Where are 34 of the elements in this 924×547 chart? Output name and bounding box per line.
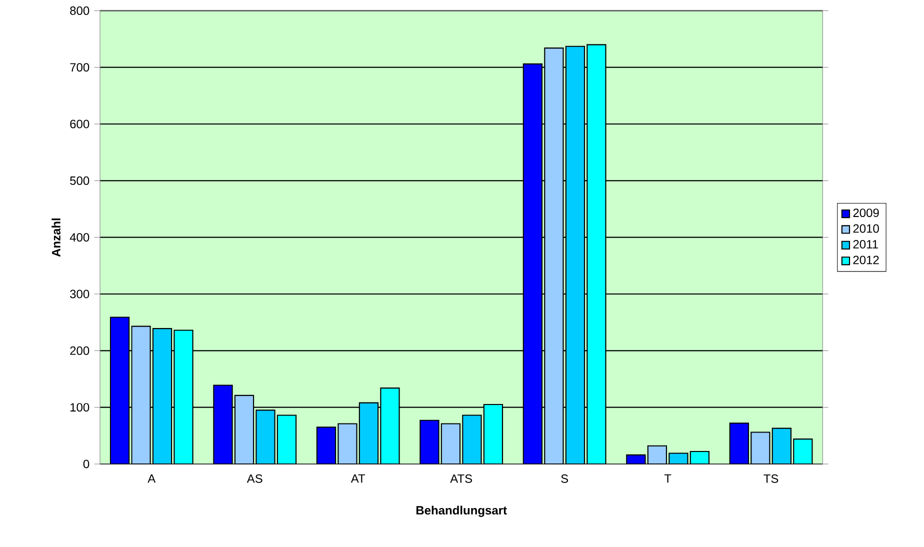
- x-tick-label: A: [148, 474, 156, 483]
- x-axis-title: Behandlungsart: [416, 506, 507, 518]
- legend-label: 2011: [853, 240, 878, 249]
- bar: [793, 438, 813, 464]
- bar: [380, 388, 400, 464]
- bar: [174, 330, 194, 464]
- y-tick-label: 300: [70, 290, 90, 298]
- bar: [276, 414, 297, 464]
- y-tick-label: 200: [70, 346, 90, 356]
- bar: [256, 410, 276, 464]
- y-tick-label: 800: [70, 6, 90, 16]
- y-tick-label: 400: [70, 233, 90, 242]
- x-tick-label: S: [561, 474, 568, 484]
- y-tick-label: 600: [70, 120, 90, 128]
- bar: [358, 402, 379, 464]
- bar: [772, 428, 792, 464]
- legend-label: 2010: [853, 224, 879, 233]
- x-tick-label: TS: [764, 474, 778, 484]
- y-tick-label: 700: [70, 63, 90, 72]
- x-tick-label: T: [664, 474, 672, 483]
- y-tick-label: 500: [70, 176, 90, 186]
- bar: [483, 404, 504, 464]
- legend-label: 2012: [853, 256, 879, 264]
- bar: [152, 328, 172, 464]
- y-tick-label: 0: [83, 460, 90, 468]
- x-tick-label: AT: [350, 474, 366, 483]
- bar: [565, 46, 586, 464]
- bar: [462, 414, 482, 464]
- bar: [586, 44, 606, 464]
- y-axis-title: Anzahl: [52, 218, 60, 257]
- legend-label: 2009: [853, 208, 879, 218]
- y-tick-label: 100: [70, 403, 90, 412]
- x-tick-label: AS: [246, 474, 262, 484]
- x-tick-label: ATS: [450, 474, 472, 484]
